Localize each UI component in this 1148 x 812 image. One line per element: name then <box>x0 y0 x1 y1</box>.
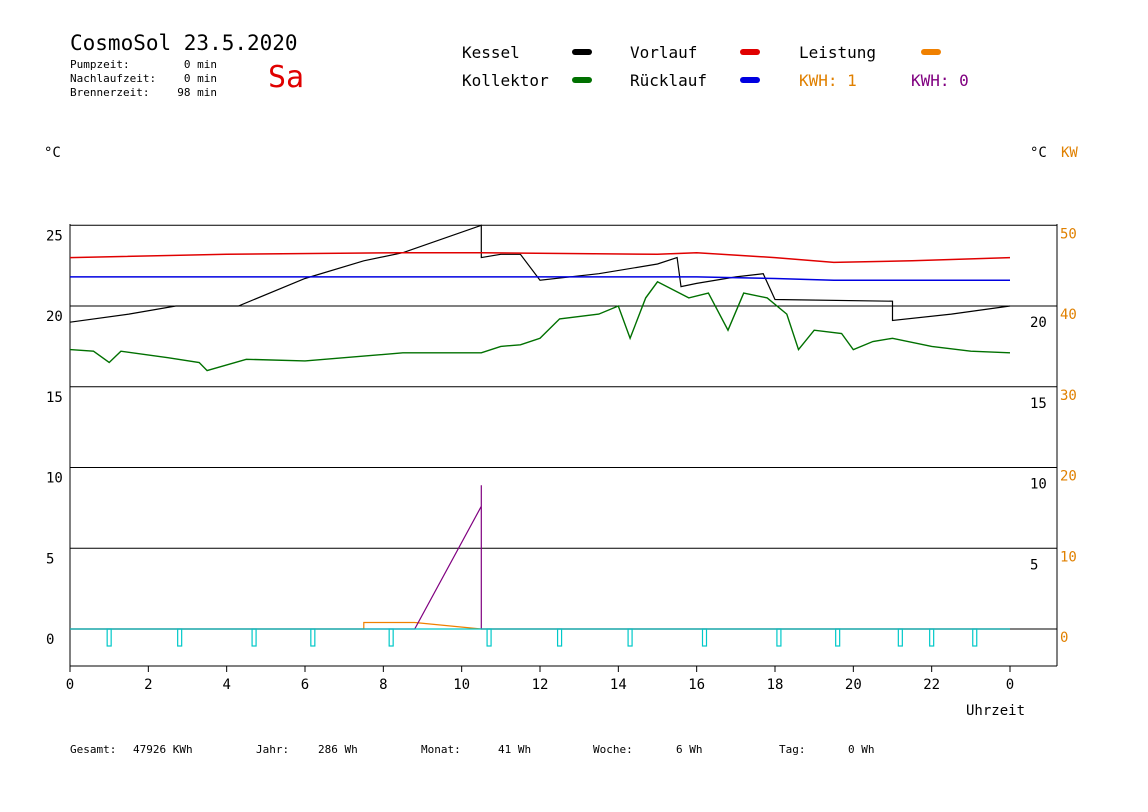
x-tick-12: 0 <box>1006 677 1014 693</box>
x-tick-1: 2 <box>144 677 152 693</box>
series-line-5 <box>70 485 1010 630</box>
footer-tag-label: Tag: <box>779 743 806 756</box>
brennerzeit-value: 98 min <box>177 86 217 99</box>
y-tick-kw-30: 30 <box>1060 388 1077 404</box>
legend-kessel-label: Kessel <box>462 43 520 62</box>
y-tick-left-15: 15 <box>46 390 63 406</box>
legend-kollektor-label: Kollektor <box>462 71 549 90</box>
series-line-0 <box>69 224 1011 323</box>
footer-gesamt-label: Gesamt: <box>70 743 117 756</box>
page-title: CosmoSol 23.5.2020 <box>70 31 298 55</box>
y-tick-right-5: 5 <box>1030 557 1038 573</box>
legend-kwh2-label: KWH: 0 <box>911 71 969 90</box>
series <box>69 224 1011 630</box>
pump-pulse-11 <box>897 628 903 647</box>
y-tick-right-10: 10 <box>1030 477 1047 493</box>
footer-woche-value: 6 Wh <box>676 743 703 756</box>
legend-leistung-swatch <box>921 49 941 55</box>
legend-kwh1-label: KWH: 1 <box>799 71 857 90</box>
y-tick-left-10: 10 <box>46 471 63 487</box>
legend-kollektor-swatch <box>572 77 592 83</box>
x-tick-2: 4 <box>222 677 230 693</box>
series-line-4 <box>70 621 1010 630</box>
pump-pulses <box>70 628 1057 647</box>
y-tick-right-15: 15 <box>1030 396 1047 412</box>
y-tick-left-0: 0 <box>46 632 54 648</box>
footer-tag-value: 0 Wh <box>848 743 875 756</box>
y-label-left: °C <box>44 145 61 161</box>
legend-ruecklauf-label: Rücklauf <box>630 71 708 90</box>
x-tick-5: 10 <box>453 677 470 693</box>
pump-pulse-1 <box>177 628 183 647</box>
brennerzeit-label: Brennerzeit: <box>70 86 150 99</box>
series-line-2 <box>69 251 1011 264</box>
pumpzeit-value: 0 min <box>183 58 217 71</box>
pump-pulse-8 <box>701 628 708 647</box>
x-tick-4: 8 <box>379 677 387 693</box>
x-tick-0: 0 <box>66 677 74 693</box>
pump-pulse-3 <box>310 628 316 647</box>
y-tick-kw-40: 40 <box>1060 307 1077 323</box>
series-line-3 <box>70 276 1010 281</box>
footer-jahr-label: Jahr: <box>256 743 290 756</box>
pump-pulse-9 <box>776 628 782 647</box>
x-tick-9: 18 <box>767 677 784 693</box>
footer-jahr-value: 286 Wh <box>318 743 358 756</box>
x-axis-label: Uhrzeit <box>966 703 1025 719</box>
legend-vorlauf-label: Vorlauf <box>630 43 698 62</box>
legend-vorlauf-swatch <box>740 49 760 55</box>
footer-monat-value: 41 Wh <box>498 743 532 756</box>
footer-gesamt-value: 47926 KWh <box>133 743 193 756</box>
y-tick-kw-50: 50 <box>1060 226 1077 242</box>
nachlaufzeit-value: 0 min <box>183 72 217 85</box>
y-label-right-kw: KW <box>1061 145 1078 161</box>
x-tick-3: 6 <box>301 677 309 693</box>
pump-pulse-2 <box>251 628 257 647</box>
y-tick-kw-10: 10 <box>1060 549 1077 565</box>
y-tick-right-20: 20 <box>1030 315 1047 331</box>
y-tick-left-25: 25 <box>46 228 63 244</box>
legend-kessel-swatch <box>572 49 592 55</box>
y-tick-kw-20: 20 <box>1060 469 1077 485</box>
x-tick-6: 12 <box>532 677 549 693</box>
weekday-label: Sa <box>268 60 305 95</box>
legend-leistung-label: Leistung <box>799 43 877 62</box>
pumpzeit-label: Pumpzeit: <box>70 58 130 71</box>
pump-pulse-10 <box>835 628 841 647</box>
grid <box>70 224 1057 549</box>
series-line-1 <box>69 280 1011 372</box>
pump-pulse-0 <box>106 628 112 647</box>
footer-monat-label: Monat: <box>421 743 461 756</box>
x-tick-10: 20 <box>845 677 862 693</box>
axes <box>69 224 1058 667</box>
footer-woche-label: Woche: <box>593 743 633 756</box>
y-tick-kw-0: 0 <box>1060 630 1068 646</box>
y-tick-left-5: 5 <box>46 551 54 567</box>
y-label-right: °C <box>1030 145 1047 161</box>
pump-pulse-5 <box>486 628 492 647</box>
x-tick-7: 14 <box>610 677 627 693</box>
legend-ruecklauf-swatch <box>740 77 760 83</box>
x-tick-8: 16 <box>688 677 705 693</box>
pump-pulse-6 <box>556 628 563 647</box>
pump-pulse-7 <box>627 628 633 647</box>
x-tick-11: 22 <box>923 677 940 693</box>
y-tick-left-20: 20 <box>46 309 63 325</box>
pump-pulse-4 <box>388 628 394 647</box>
nachlaufzeit-label: Nachlaufzeit: <box>70 72 157 85</box>
pump-pulse-13 <box>972 628 978 647</box>
pump-pulse-12 <box>929 628 935 647</box>
